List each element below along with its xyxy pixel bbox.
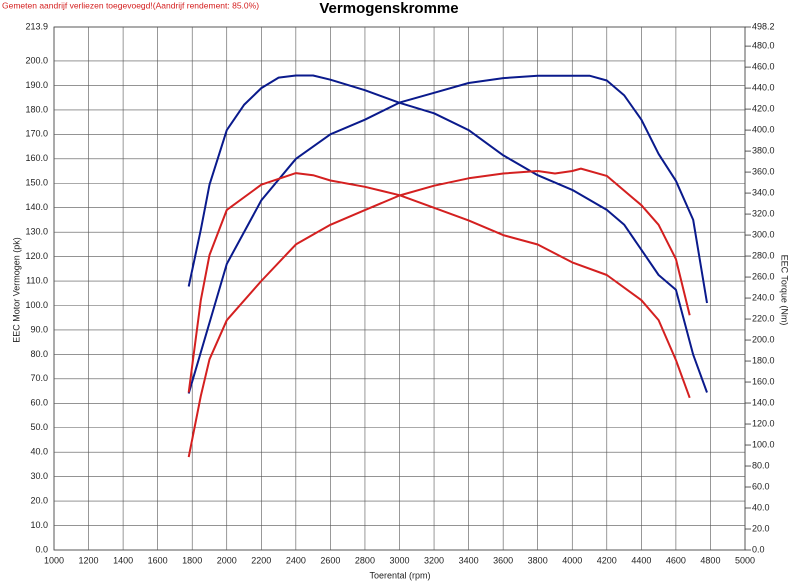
y2-tick-label: 300.0	[752, 229, 775, 239]
y2-tick-label: 480.0	[752, 40, 775, 50]
x-tick-label: 3000	[389, 555, 409, 565]
y-tick-label: 213.9	[25, 21, 48, 31]
x-tick-label: 1400	[113, 555, 133, 565]
y2-tick-label: 140.0	[752, 397, 775, 407]
x-tick-label: 2400	[286, 555, 306, 565]
y2-tick-label: 400.0	[752, 124, 775, 134]
y-tick-label: 30.0	[30, 471, 48, 481]
y2-axis-label: EEC Torque (Nm)	[780, 255, 790, 326]
x-tick-label: 4800	[700, 555, 720, 565]
y-tick-label: 190.0	[25, 80, 48, 90]
y-tick-label: 90.0	[30, 324, 48, 334]
x-tick-label: 3600	[493, 555, 513, 565]
y2-tick-label: 20.0	[752, 523, 770, 533]
x-tick-label: 1000	[44, 555, 64, 565]
y2-tick-label: 420.0	[752, 103, 775, 113]
x-tick-label: 3800	[528, 555, 548, 565]
x-tick-label: 4200	[597, 555, 617, 565]
y2-tick-label: 100.0	[752, 439, 775, 449]
y-tick-label: 80.0	[30, 349, 48, 359]
y-tick-label: 50.0	[30, 422, 48, 432]
y2-tick-label: 320.0	[752, 208, 775, 218]
x-tick-label: 4600	[666, 555, 686, 565]
x-tick-label: 5000	[735, 555, 755, 565]
y-tick-label: 160.0	[25, 153, 48, 163]
y-tick-label: 150.0	[25, 178, 48, 188]
y-tick-label: 10.0	[30, 520, 48, 530]
x-tick-label: 2800	[355, 555, 375, 565]
x-tick-label: 1600	[148, 555, 168, 565]
y-tick-label: 20.0	[30, 495, 48, 505]
note: Gemeten aandrijf verliezen toegevoegd!(A…	[2, 0, 259, 10]
y-tick-label: 200.0	[25, 55, 48, 65]
y2-tick-label: 240.0	[752, 292, 775, 302]
data-line	[187, 74, 708, 394]
x-tick-label: 2200	[251, 555, 271, 565]
y-tick-label: 100.0	[25, 300, 48, 310]
y2-tick-label: 340.0	[752, 187, 775, 197]
y-tick-label: 0.0	[35, 544, 48, 554]
y2-tick-label: 280.0	[752, 250, 775, 260]
y-tick-label: 130.0	[25, 227, 48, 237]
x-tick-label: 4000	[562, 555, 582, 565]
y-tick-label: 110.0	[26, 275, 48, 285]
y-tick-label: 70.0	[30, 373, 48, 383]
y2-tick-label: 498.2	[752, 21, 775, 31]
y2-tick-label: 460.0	[752, 61, 775, 71]
y2-tick-label: 180.0	[752, 355, 775, 365]
y2-tick-label: 440.0	[752, 82, 775, 92]
chart-title: Vermogenskromme	[319, 0, 458, 17]
y2-tick-label: 60.0	[752, 481, 770, 491]
y2-tick-label: 220.0	[752, 313, 775, 323]
y-tick-label: 60.0	[30, 398, 48, 408]
y2-tick-label: 120.0	[752, 418, 775, 428]
x-tick-label: 2000	[217, 555, 237, 565]
y2-tick-label: 360.0	[752, 166, 775, 176]
data-line	[187, 172, 691, 399]
y2-tick-label: 380.0	[752, 145, 775, 155]
y2-tick-label: 160.0	[752, 376, 775, 386]
y-tick-label: 170.0	[25, 129, 48, 139]
y-tick-label: 180.0	[25, 104, 48, 114]
x-tick-label: 3200	[424, 555, 444, 565]
x-tick-label: 4400	[631, 555, 651, 565]
data-line	[187, 167, 691, 458]
y2-tick-label: 260.0	[752, 271, 775, 281]
x-tick-label: 1200	[79, 555, 99, 565]
y2-tick-label: 80.0	[752, 460, 770, 470]
x-tick-label: 2600	[320, 555, 340, 565]
y-axis-label: EEC Motor Vermogen (pk)	[11, 237, 21, 343]
y-tick-label: 140.0	[25, 202, 48, 212]
y2-tick-label: 200.0	[752, 334, 775, 344]
y2-tick-label: 0.0	[752, 544, 765, 554]
data-line	[187, 74, 708, 393]
x-tick-label: 1800	[182, 555, 202, 565]
y-tick-label: 40.0	[30, 447, 48, 457]
x-tick-label: 3400	[459, 555, 479, 565]
x-axis-label: Toerental (rpm)	[369, 570, 430, 580]
y2-tick-label: 40.0	[752, 502, 770, 512]
y-tick-label: 120.0	[25, 251, 48, 261]
